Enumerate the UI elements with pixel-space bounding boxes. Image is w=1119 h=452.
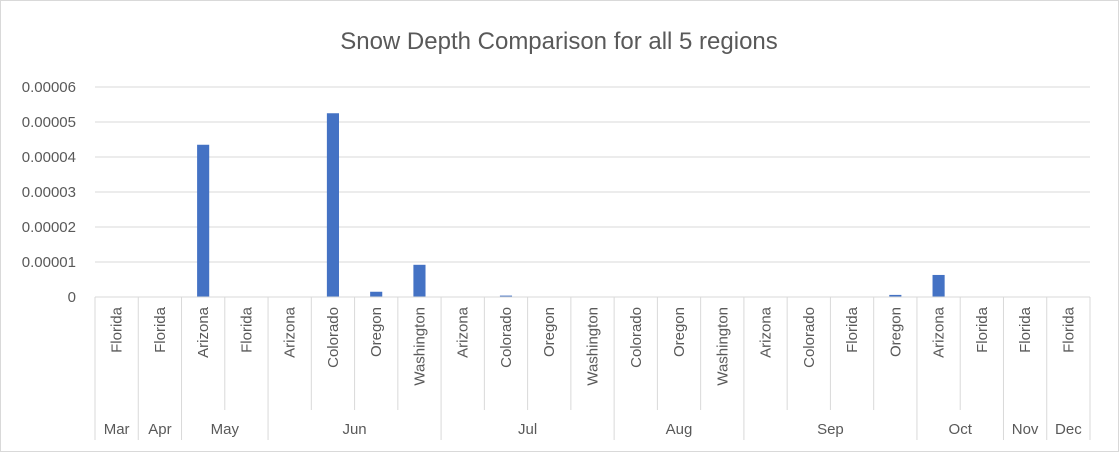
y-tick-label: 0.00004 xyxy=(22,149,76,166)
x-category-label: Arizona xyxy=(282,306,299,358)
x-group-label: May xyxy=(211,421,240,438)
y-tick-label: 0.00005 xyxy=(22,114,76,131)
bars xyxy=(197,113,945,297)
x-category-label: Florida xyxy=(844,306,861,353)
bar xyxy=(889,294,902,297)
x-group-label: Dec xyxy=(1055,421,1082,438)
y-axis-ticks: 0 0.00001 0.00002 0.00003 0.00004 0.00005 0.00… xyxy=(22,79,76,306)
chart-title: Snow Depth Comparison for all 5 regions xyxy=(340,28,778,55)
x-category-label: Florida xyxy=(152,306,169,353)
x-axis xyxy=(94,296,1091,440)
x-category-label: Oregon xyxy=(887,307,904,357)
x-group-label: Jun xyxy=(342,421,366,438)
x-category-label: Florida xyxy=(1060,306,1077,353)
x-group-label: Mar xyxy=(104,421,130,438)
x-category-label: Florida xyxy=(109,306,126,353)
x-group-label: Jul xyxy=(518,421,537,438)
x-category-label: Colorado xyxy=(801,307,818,368)
x-group-label: Oct xyxy=(949,421,973,438)
x-category-label: Washington xyxy=(411,307,428,386)
bar xyxy=(370,291,383,297)
x-axis-group-labels: Mar Apr May Jun Jul Aug Sep Oct Nov Dec xyxy=(104,421,1082,438)
x-category-label: Arizona xyxy=(931,306,948,358)
x-category-label: Washington xyxy=(585,307,602,386)
bar xyxy=(413,264,426,297)
x-category-label: Oregon xyxy=(541,307,558,357)
x-category-label: Arizona xyxy=(195,306,212,358)
x-axis-category-labels: Florida Florida Arizona Florida Arizona Color… xyxy=(109,306,1078,385)
x-group-label: Aug xyxy=(666,421,693,438)
x-category-label: Florida xyxy=(238,306,255,353)
x-category-label: Colorado xyxy=(498,307,515,368)
x-category-label: Colorado xyxy=(628,307,645,368)
x-category-label: Washington xyxy=(714,307,731,386)
y-tick-label: 0.00006 xyxy=(22,79,76,96)
x-category-label: Florida xyxy=(1017,306,1034,353)
bar xyxy=(499,295,513,297)
x-group-label: Sep xyxy=(817,421,844,438)
x-category-label: Arizona xyxy=(758,306,775,358)
y-tick-label: 0.00003 xyxy=(22,184,76,201)
x-category-label: Arizona xyxy=(455,306,472,358)
bar xyxy=(326,113,339,297)
x-category-label: Florida xyxy=(974,306,991,353)
y-tick-label: 0 xyxy=(68,289,76,306)
x-category-label: Oregon xyxy=(671,307,688,357)
x-category-label: Colorado xyxy=(325,307,342,368)
x-group-label: Apr xyxy=(148,421,171,438)
bar xyxy=(197,144,210,297)
y-tick-label: 0.00001 xyxy=(22,254,76,271)
x-group-label: Nov xyxy=(1012,421,1039,438)
x-category-label: Oregon xyxy=(368,307,385,357)
y-tick-label: 0.00002 xyxy=(22,219,76,236)
bar xyxy=(932,274,945,297)
gridlines xyxy=(95,86,1090,263)
